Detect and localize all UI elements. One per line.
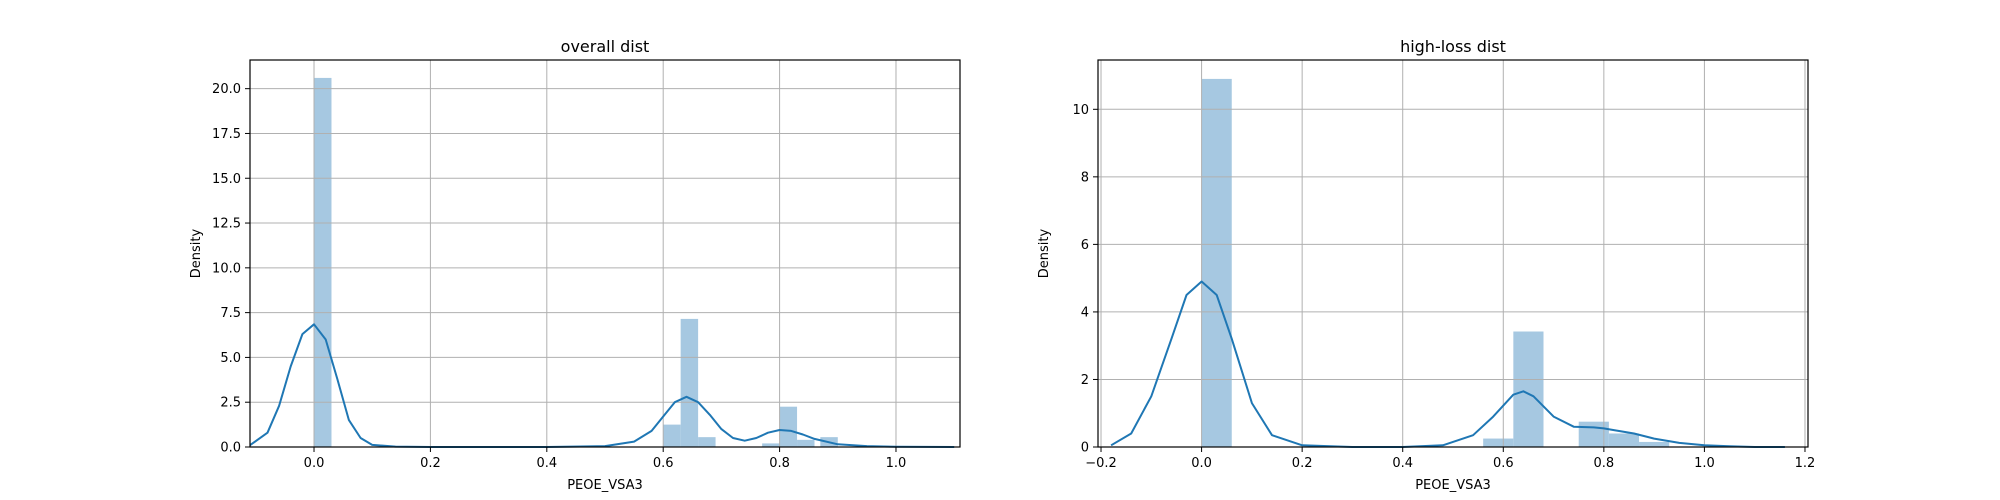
hist-bar [1578,421,1609,447]
y-tick-label: 4 [1081,305,1089,320]
y-tick-label: 0 [1081,441,1089,456]
x-axis-label: PEOE_VSA3 [1415,478,1491,493]
chart-title: overall dist [561,37,650,56]
y-tick-label: 17.5 [212,127,241,142]
axes-frame [1097,59,1809,448]
x-tick-label: 1.0 [886,456,907,471]
chart-title: high-loss dist [1400,37,1506,56]
y-tick-label: 20.0 [212,82,241,97]
y-tick-label: 8 [1081,170,1089,185]
y-tick-label: 0.0 [220,441,241,456]
x-tick-label: 0.0 [304,456,325,471]
chart-panel-overall: 0.0 0.2 0.4 0.6 0.8 1.0 0.0 2.5 5.0 7.5 10.0 12.5 15… [189,37,961,493]
y-tick-label: 10.0 [212,261,241,276]
hist-bar [680,318,699,447]
x-tick-label: 0.2 [420,456,441,471]
hist-bar [1513,331,1544,447]
y-tick-label: 12.5 [212,217,241,232]
x-tick-label: 0.0 [1191,456,1212,471]
x-tick-label: 0.4 [536,456,557,471]
x-tick-label: 1.2 [1795,456,1816,471]
hist-bar [779,406,798,447]
y-tick-label: 15.0 [212,172,241,187]
chart-panel-high-loss: −0.2 0.0 0.2 0.4 0.6 0.8 1.0 1.2 0 2 4 6 8 10 high-los… [1037,37,1815,493]
kde-line [249,323,955,448]
hist-bar [1201,78,1232,447]
hist-bar [698,437,716,447]
kde-line [1110,280,1785,448]
x-tick-label: 1.0 [1694,456,1715,471]
y-axis-label: Density [1037,228,1052,278]
hist-bar [663,424,681,447]
y-axis-label: Density [189,228,204,278]
y-tick-label: 2.5 [220,396,241,411]
x-tick-label: 0.4 [1392,456,1413,471]
y-tick-label: 6 [1081,238,1089,253]
x-tick-label: 0.6 [1493,456,1514,471]
hist-bar [762,443,780,447]
hist-bar [1639,441,1670,447]
y-tick-label: 2 [1081,373,1089,388]
x-tick-label: 0.8 [1594,456,1615,471]
y-tick-label: 10 [1072,103,1089,118]
x-tick-label: 0.6 [653,456,674,471]
x-axis-label: PEOE_VSA3 [567,478,643,493]
hist-bar [314,77,332,448]
hist-bar [1608,433,1640,447]
x-tick-label: −0.2 [1085,456,1117,471]
x-tick-label: 0.2 [1292,456,1313,471]
y-tick-label: 7.5 [220,306,241,321]
hist-bar [1483,438,1514,447]
axes-frame [249,59,961,448]
hist-bar [797,439,815,447]
x-tick-label: 0.8 [769,456,790,471]
y-tick-label: 5.0 [220,351,241,366]
